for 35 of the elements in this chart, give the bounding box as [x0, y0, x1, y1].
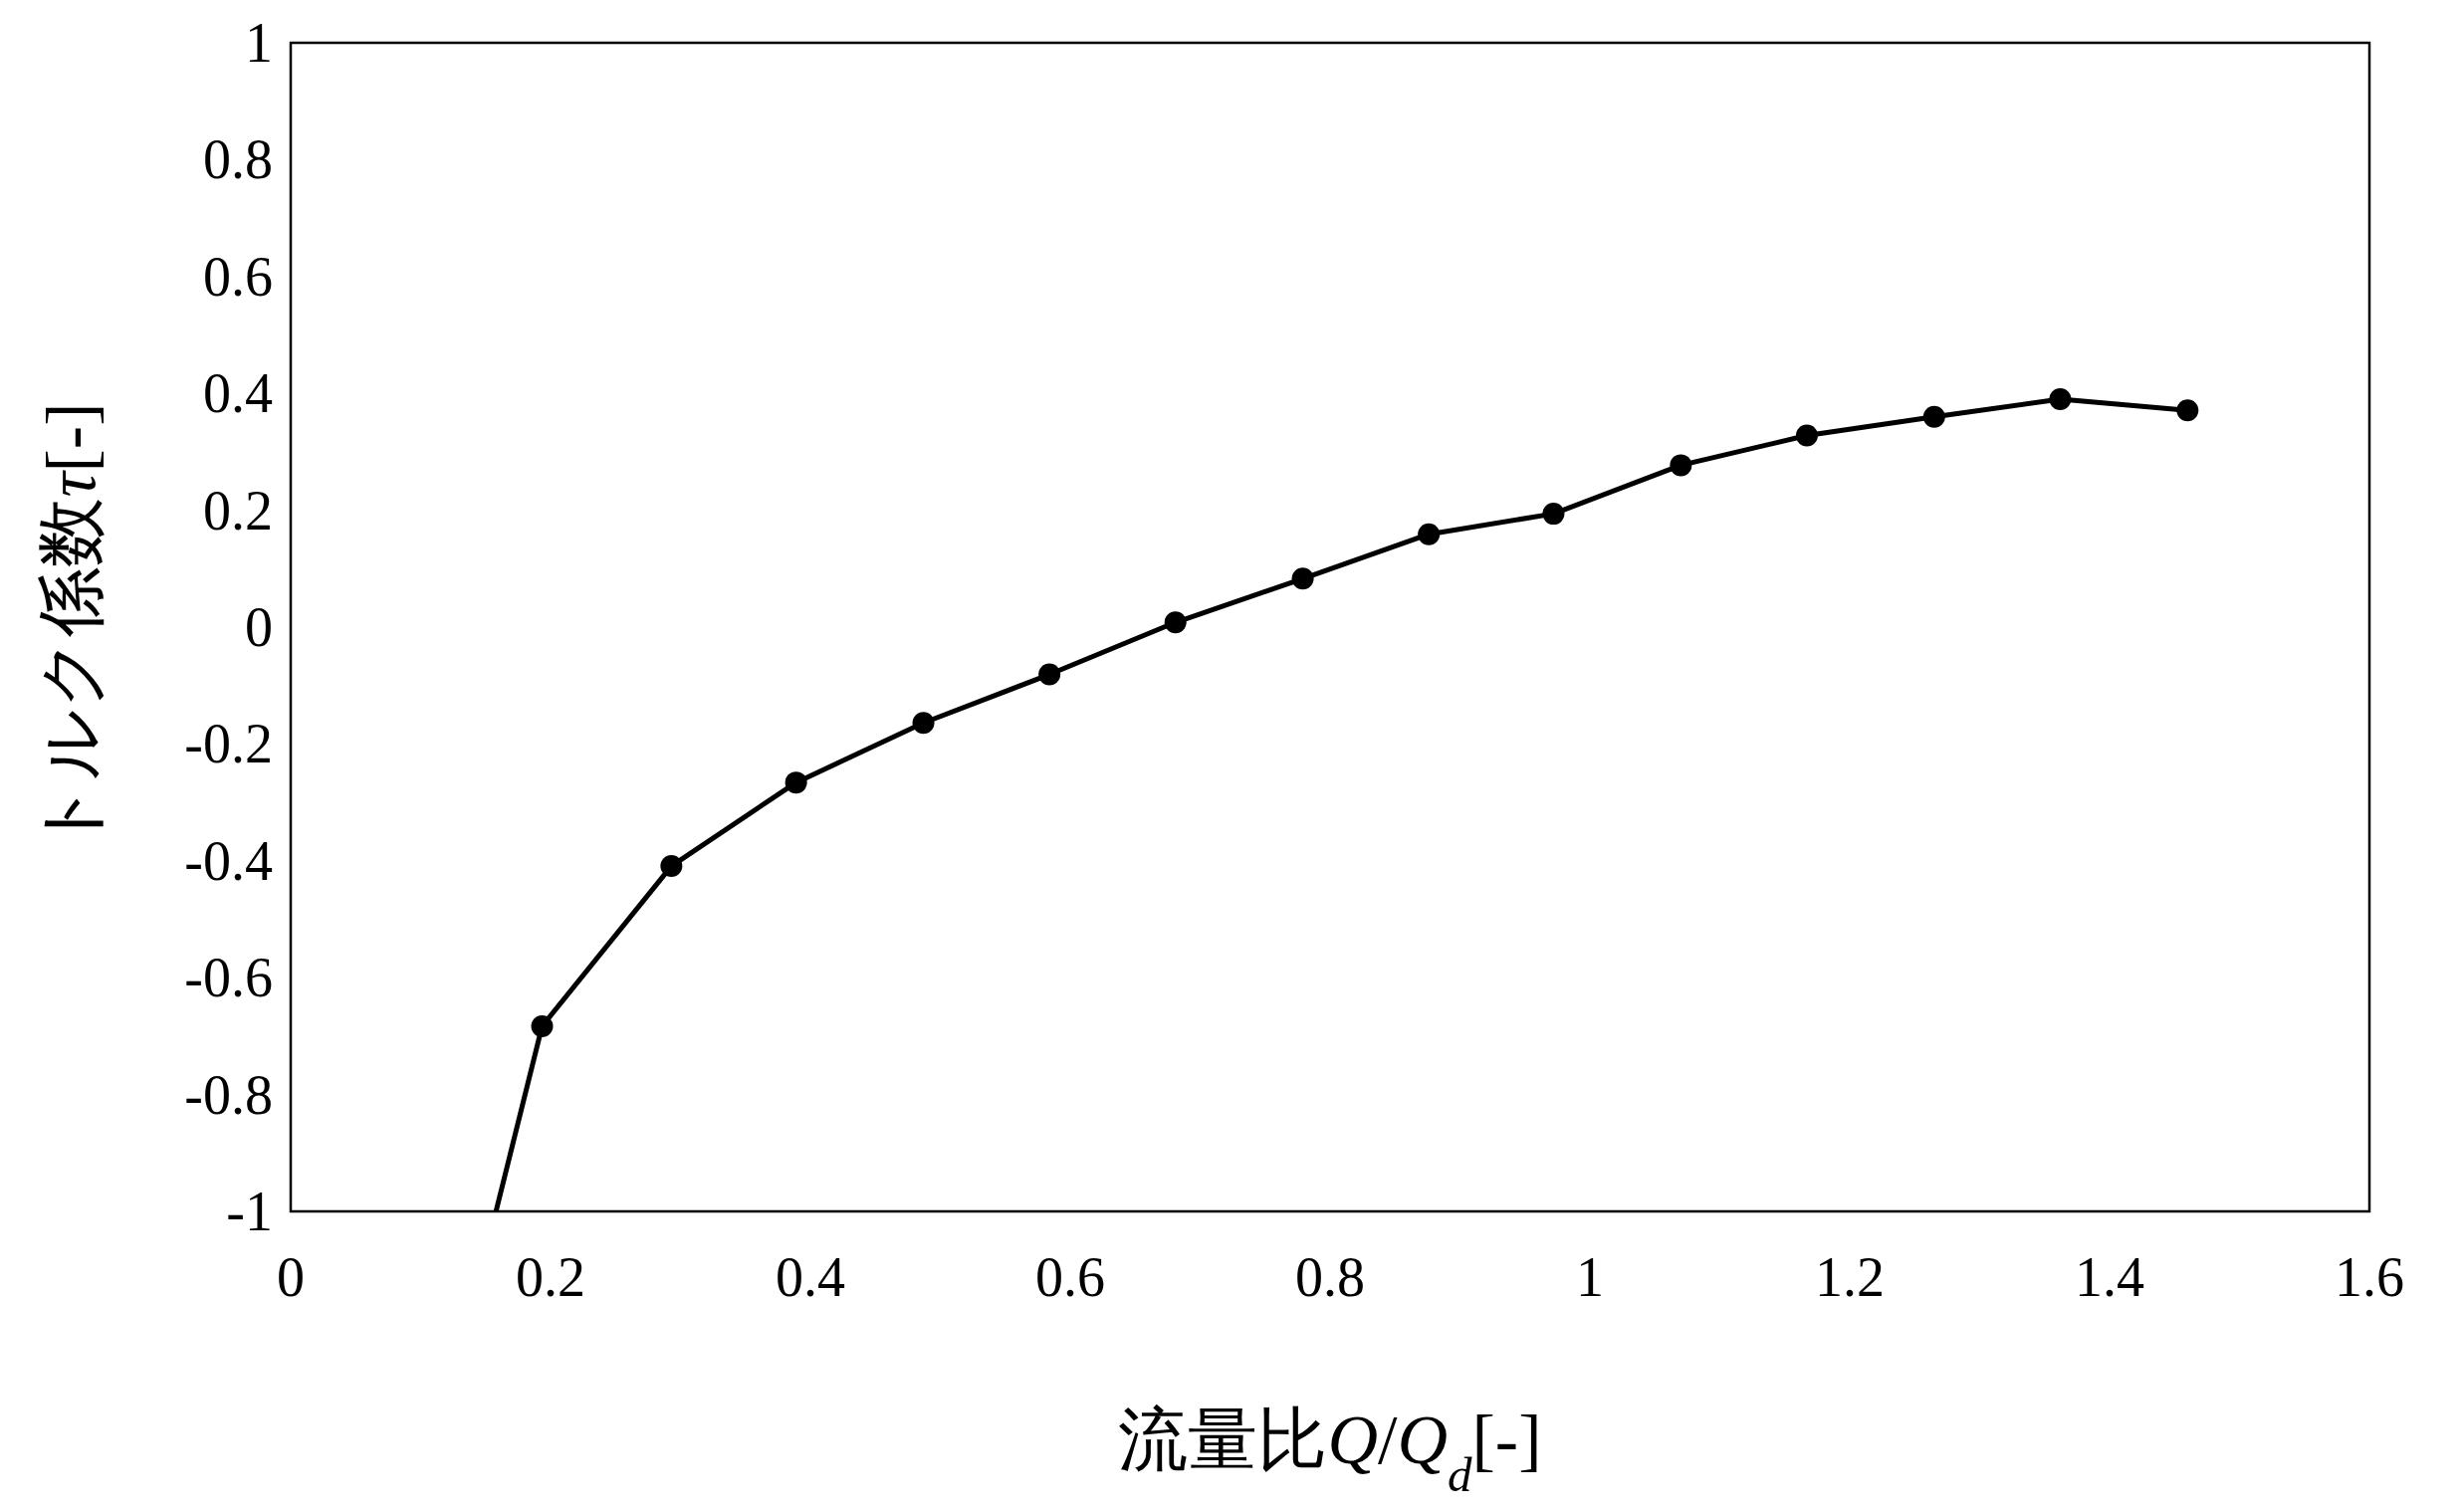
- y-tick-label: 0.8: [203, 128, 273, 191]
- point: [1795, 424, 1818, 447]
- point: [1922, 405, 1945, 428]
- point: [531, 1014, 554, 1037]
- point: [912, 712, 935, 735]
- y-tick-label: -0.8: [184, 1063, 273, 1126]
- point: [2176, 399, 2199, 422]
- y-tick-label: 1: [245, 12, 273, 74]
- y-tick-label: 0.6: [203, 245, 273, 308]
- x-tick-label: 0.2: [516, 1246, 585, 1308]
- x-axis-title: 流量比Q/Q$_{d}$[-]: [1118, 1402, 1542, 1502]
- point: [784, 771, 807, 794]
- y-tick-label: 0.2: [203, 479, 273, 541]
- y-tick-label: -0.4: [184, 829, 273, 892]
- x-tick-label: 1.4: [2075, 1246, 2144, 1308]
- point: [1670, 454, 1692, 477]
- point: [1418, 523, 1441, 545]
- point: [1164, 611, 1187, 634]
- y-axis-title: トルク係数τ[-]: [33, 402, 110, 852]
- point: [1038, 663, 1061, 686]
- point: [1542, 503, 1565, 526]
- point: [660, 855, 683, 878]
- point: [1291, 567, 1314, 590]
- y-tick-label: -0.2: [184, 713, 273, 775]
- x-tick-label: 1: [1576, 1246, 1604, 1308]
- y-tick-label: -0.6: [184, 947, 273, 1009]
- x-tick-label: 0.4: [776, 1246, 845, 1308]
- y-tick-label: -1: [226, 1181, 273, 1242]
- y-tick-label: 0: [245, 596, 273, 658]
- x-tick-label: 0.8: [1295, 1246, 1365, 1308]
- x-tick-label: 0.6: [1035, 1246, 1105, 1308]
- x-tick-label: 1.2: [1815, 1246, 1885, 1308]
- point: [2049, 388, 2072, 411]
- y-tick-label: 0.4: [203, 362, 273, 425]
- x-tick-label: 1.6: [2335, 1246, 2404, 1308]
